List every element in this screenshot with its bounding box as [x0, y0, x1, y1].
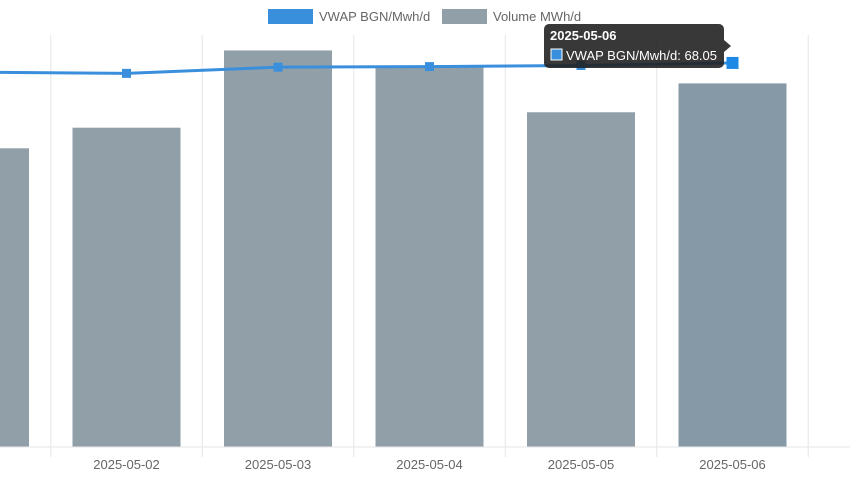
- volume-bar[interactable]: [678, 83, 787, 447]
- x-tick-label: 2025-05-06: [699, 457, 766, 472]
- volume-bar[interactable]: [527, 112, 635, 447]
- tooltip-box: [544, 24, 724, 68]
- x-tick-label: 2025-05-03: [245, 457, 312, 472]
- legend: VWAP BGN/Mwh/d Volume MWh/d: [268, 9, 581, 24]
- volume-bar[interactable]: [224, 50, 332, 447]
- tooltip: 2025-05-06 VWAP BGN/Mwh/d: 68.05: [544, 24, 731, 68]
- vwap-point[interactable]: [425, 62, 434, 72]
- volume-bars: [0, 50, 787, 448]
- legend-item-vwap[interactable]: VWAP BGN/Mwh/d: [268, 9, 430, 24]
- tooltip-title: 2025-05-06: [550, 28, 617, 43]
- vwap-point[interactable]: [122, 68, 131, 78]
- legend-label-volume: Volume MWh/d: [493, 9, 581, 24]
- legend-item-volume[interactable]: Volume MWh/d: [442, 9, 581, 24]
- x-tick-label: 2025-05-04: [396, 457, 463, 472]
- tooltip-swatch: [550, 48, 563, 61]
- legend-swatch-vwap: [268, 9, 313, 24]
- volume-bar[interactable]: [375, 65, 484, 448]
- x-tick-label: 2025-05-02: [93, 457, 160, 472]
- tooltip-label: VWAP BGN/Mwh/d: 68.05: [566, 48, 717, 63]
- volume-bar[interactable]: [72, 127, 181, 447]
- volume-bar[interactable]: [0, 148, 29, 448]
- legend-swatch-volume: [442, 9, 487, 24]
- tooltip-caret: [724, 40, 731, 52]
- vwap-point[interactable]: [726, 56, 739, 69]
- x-tick-label: 2025-05-05: [548, 457, 615, 472]
- grid-lines: [50, 35, 809, 457]
- x-axis: 012025-05-022025-05-032025-05-042025-05-…: [0, 446, 850, 472]
- vwap-point[interactable]: [273, 62, 283, 72]
- legend-label-vwap: VWAP BGN/Mwh/d: [319, 9, 430, 24]
